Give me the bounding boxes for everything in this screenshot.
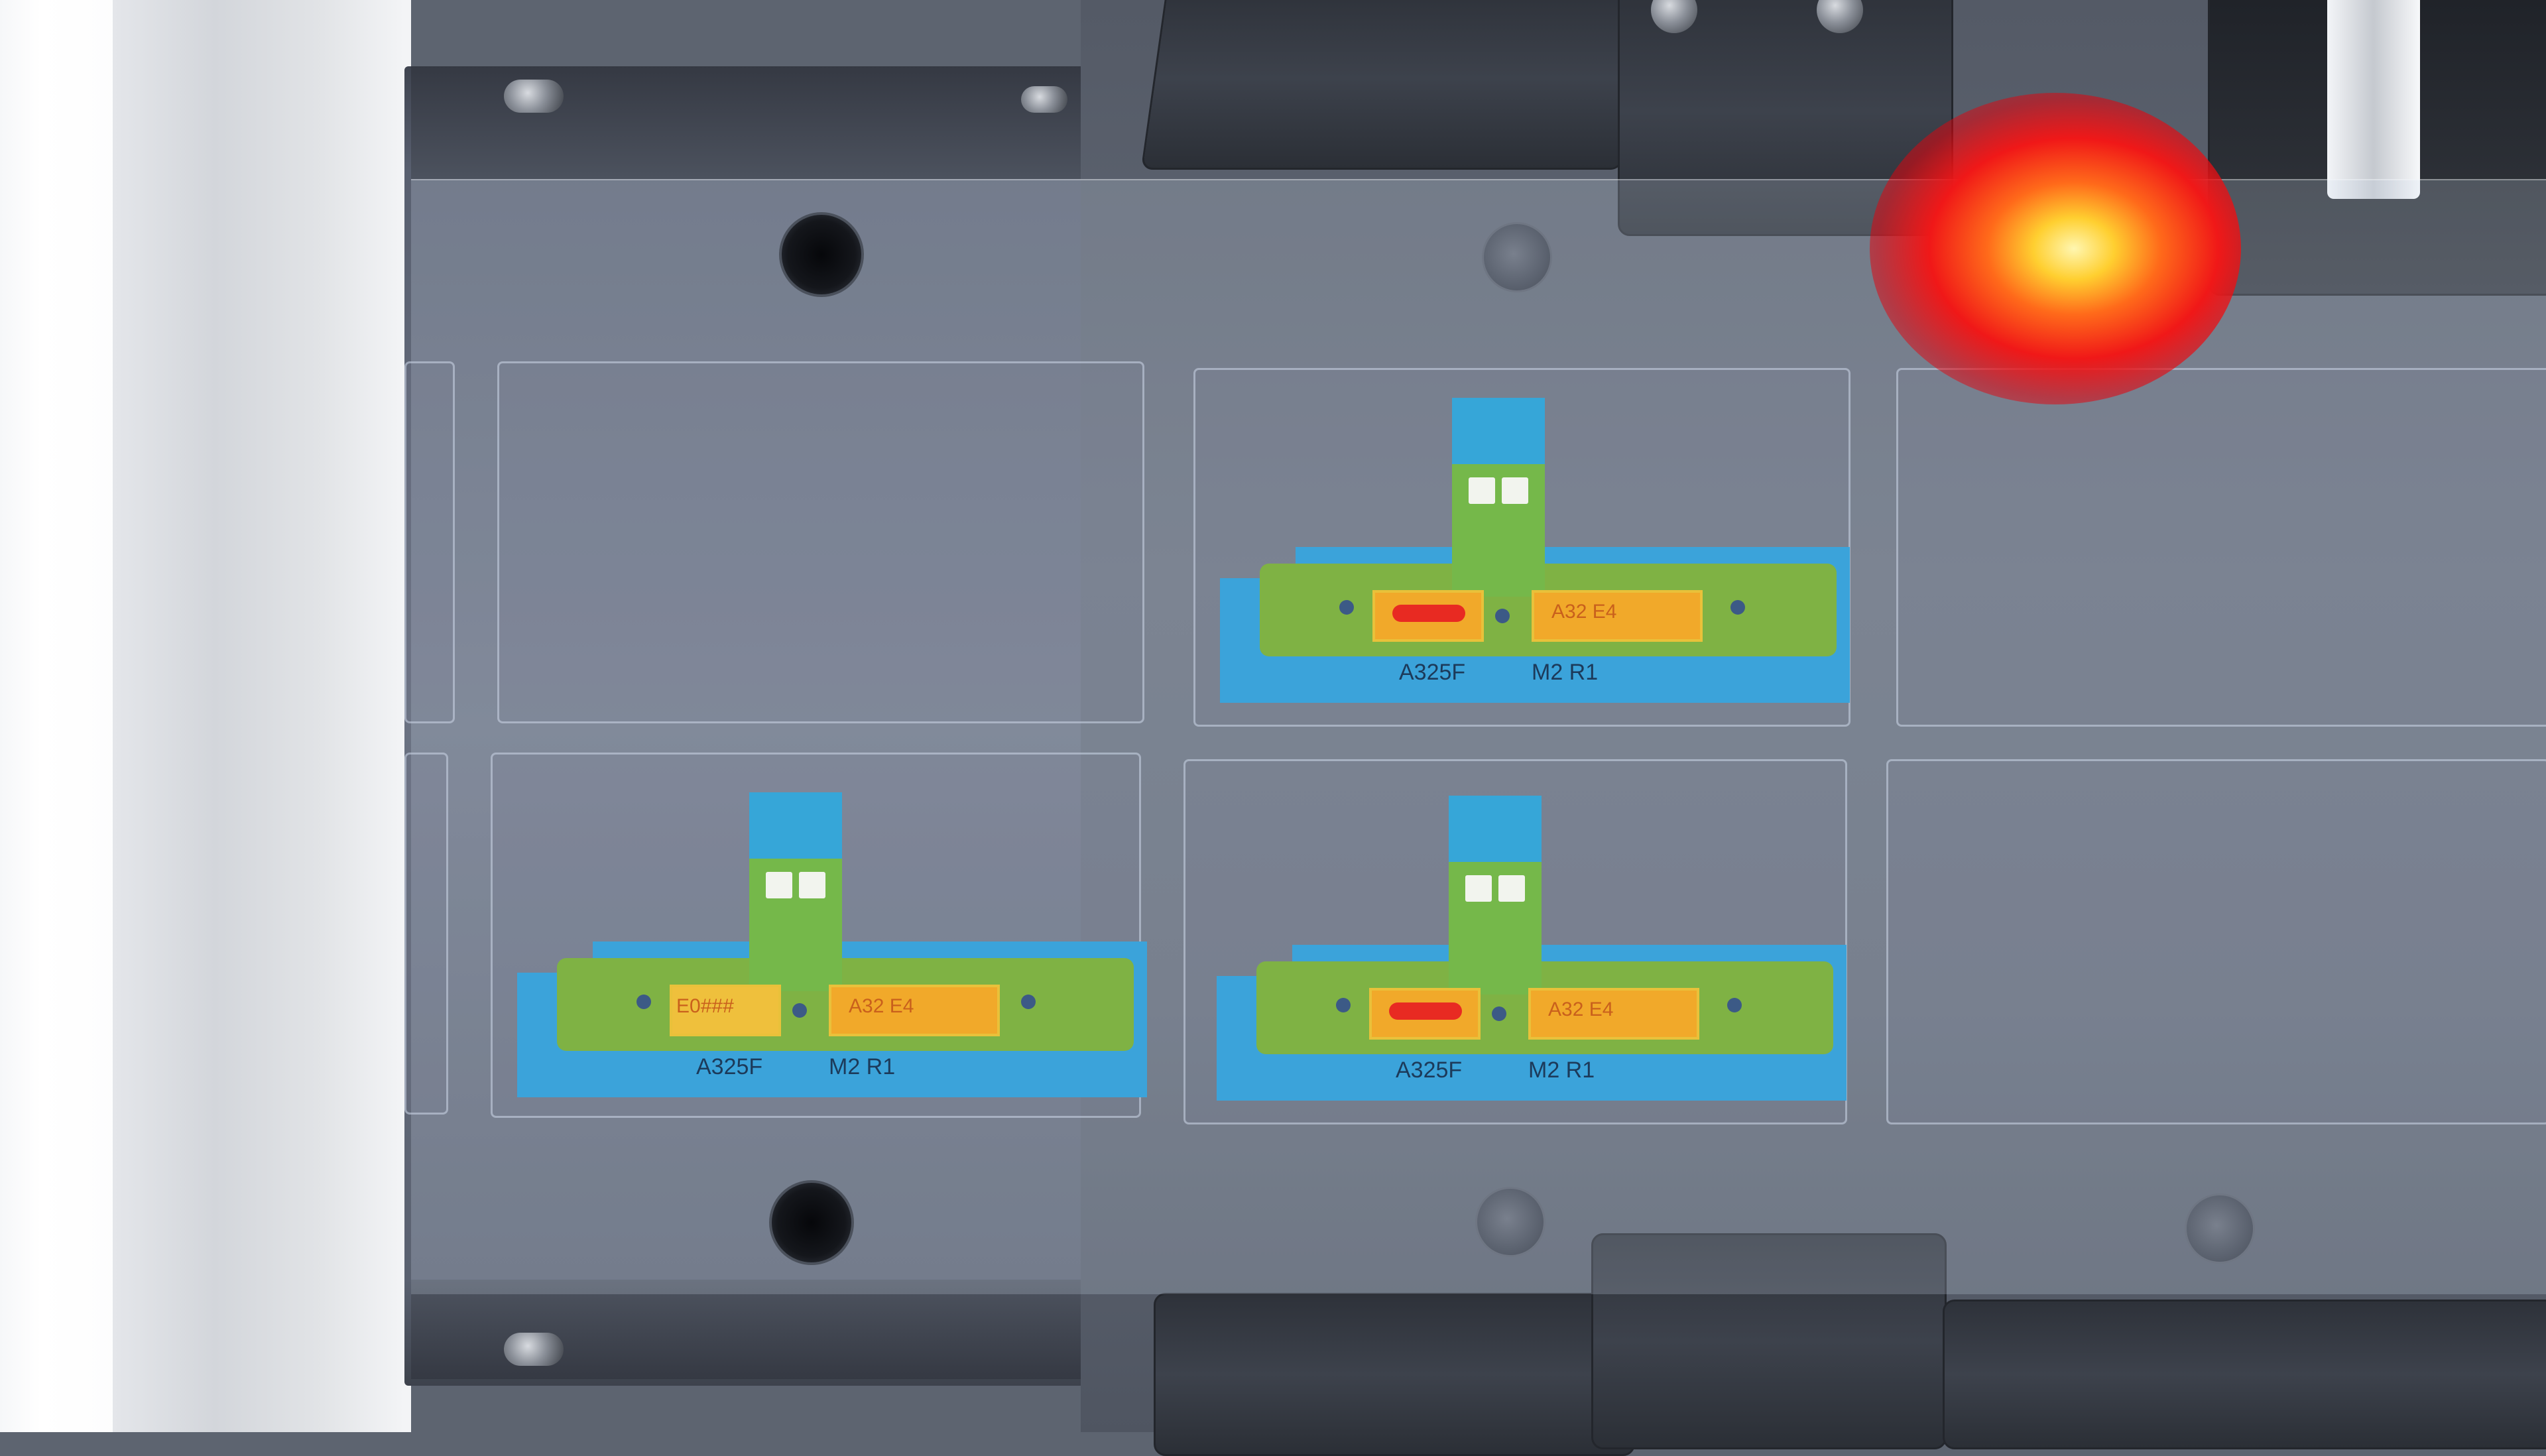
tray-pin-bottom-left [1475, 1187, 1546, 1257]
component-stem [1452, 464, 1545, 597]
top-left-clamp [1140, 0, 1648, 170]
contact-pad-right [1498, 875, 1525, 902]
component-stem [1449, 862, 1542, 995]
pocket-right-bottom [1886, 759, 2546, 1124]
contact-pad-right [1502, 477, 1528, 504]
component-dot [1727, 998, 1742, 1012]
label-right-text: A32 E4 [1548, 999, 1614, 1020]
screw-top-right [1021, 86, 1067, 113]
component-dot [1495, 609, 1510, 623]
pale-cylinder [113, 0, 404, 1432]
component-tab [1449, 796, 1542, 862]
bottom-right-clamp [1943, 1300, 2546, 1449]
sensor-cylinder [2327, 0, 2420, 199]
component-dot [1492, 1006, 1506, 1021]
left-metal-block [404, 66, 1084, 1386]
label-bottom-left-text: A325F [1399, 660, 1466, 685]
bottom-left-clamp [1154, 1293, 1635, 1456]
component-label-left [670, 985, 781, 1036]
component-stem [749, 859, 842, 991]
tray-pin-top [1482, 222, 1552, 292]
label-bottom-right-text: M2 R1 [1532, 660, 1599, 685]
component-dot [1339, 600, 1354, 615]
screw-bottom-left [504, 1333, 564, 1366]
flex-component-bottom-center: A32 E4 A325F M2 R1 [1217, 796, 1847, 1114]
component-dot [1021, 995, 1036, 1009]
left-block-bottom-shadow [411, 1280, 1081, 1379]
tray-pin-bottom-right [2185, 1193, 2255, 1264]
locating-hole-bottom [769, 1180, 854, 1265]
component-dot [636, 995, 651, 1009]
pocket-far-left-top [404, 361, 455, 723]
locating-hole-top [779, 212, 864, 297]
component-dot [1730, 600, 1745, 615]
label-bottom-left-text: A325F [696, 1054, 763, 1079]
label-bottom-left-text: A325F [1396, 1058, 1463, 1083]
screw-top-left [504, 80, 564, 113]
contact-pad-right [799, 872, 825, 898]
flex-component-top-center: A32 E4 A325F M2 R1 [1220, 398, 1850, 716]
contact-pad-left [766, 872, 792, 898]
label-left-text: E0### [676, 995, 734, 1017]
label-bottom-right-text: M2 R1 [1528, 1058, 1595, 1083]
flex-component-bottom-left: E0### A32 E4 A325F M2 R1 [517, 792, 1147, 1111]
component-red-mark [1389, 1002, 1462, 1020]
pocket-far-left-bottom [404, 753, 448, 1115]
component-dot [1336, 998, 1351, 1012]
label-right-text: A32 E4 [1551, 601, 1617, 623]
component-dot [792, 1003, 807, 1018]
component-tab [749, 792, 842, 859]
transparent-film [411, 179, 2546, 1294]
component-label-right [829, 985, 1000, 1036]
contact-pad-left [1469, 477, 1495, 504]
component-label-right [1528, 988, 1699, 1040]
red-laser-glow [1870, 93, 2241, 404]
label-bottom-right-text: M2 R1 [829, 1054, 896, 1079]
pocket-left-top [497, 361, 1144, 723]
component-red-mark [1392, 605, 1465, 622]
label-right-text: A32 E4 [849, 995, 914, 1017]
component-tab [1452, 398, 1545, 464]
contact-pad-left [1465, 875, 1492, 902]
bottom-center-clamp [1591, 1233, 1947, 1449]
pocket-right-top [1896, 368, 2546, 727]
component-label-right [1532, 590, 1703, 642]
